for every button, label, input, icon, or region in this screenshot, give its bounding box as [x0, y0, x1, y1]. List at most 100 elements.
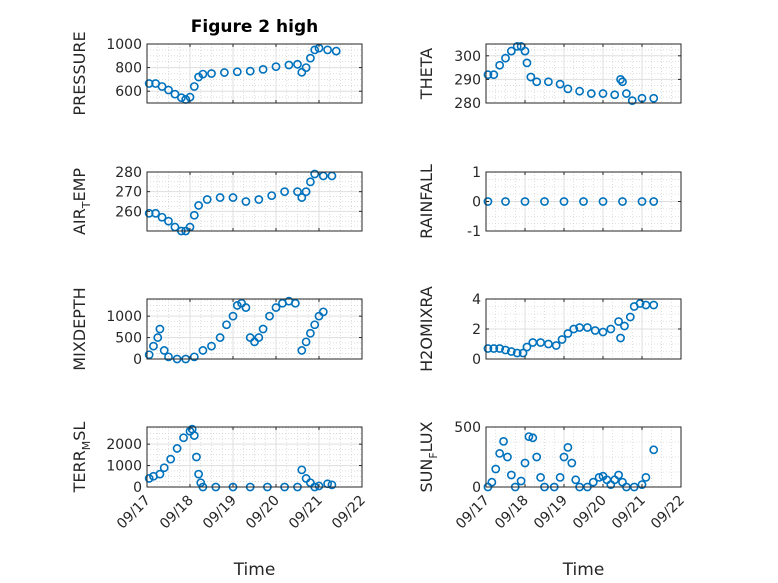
x-tick-label: 09/17: [114, 493, 154, 533]
data-point: [310, 169, 320, 179]
data-point: [254, 195, 264, 204]
data-point: [189, 210, 199, 220]
data-point: [157, 82, 167, 91]
data-point: [518, 348, 528, 358]
chart-title: Figure 2 high: [191, 17, 319, 37]
axes-frame: [485, 426, 682, 488]
data-point: [559, 452, 569, 462]
y-tick-label: 0: [472, 352, 481, 368]
data-point: [153, 333, 163, 342]
data-point: [207, 341, 216, 351]
data-point: [610, 90, 620, 100]
x-tick-label: 09/17: [453, 493, 493, 533]
data-point: [215, 193, 225, 202]
data-point: [544, 77, 553, 87]
data-point: [318, 307, 328, 317]
y-tick-label: 0: [472, 195, 481, 211]
data-point: [557, 335, 567, 344]
data-point: [489, 344, 499, 353]
data-point: [499, 436, 508, 446]
subplot-6: 0 2 4 H2OMIXRA: [417, 286, 682, 372]
data-point: [571, 475, 581, 485]
data-point: [297, 67, 307, 77]
data-point: [202, 195, 212, 204]
data-point: [522, 58, 532, 68]
y-tick-label: 2: [472, 322, 481, 338]
data-point: [293, 187, 302, 197]
minor-grid: [147, 427, 362, 488]
y-tick-label: 1000: [106, 309, 142, 325]
data-point: [501, 345, 510, 355]
data-point: [575, 86, 584, 96]
data-point: [194, 201, 203, 210]
series-markers: [144, 43, 341, 104]
x-axis-label: Time: [233, 560, 276, 580]
data-point: [641, 472, 651, 482]
y-tick-label: 290: [454, 72, 481, 88]
data-point: [228, 311, 238, 321]
subplot-2: 280 290 300 THETA: [417, 41, 682, 112]
data-point: [588, 477, 598, 487]
data-point: [569, 324, 579, 334]
data-point: [563, 329, 573, 338]
data-point: [495, 448, 505, 458]
data-point: [495, 344, 505, 353]
data-point: [290, 298, 300, 308]
data-point: [579, 197, 588, 206]
axes-frame: [146, 43, 363, 104]
data-point: [159, 346, 169, 355]
data-point: [198, 69, 208, 79]
data-point: [194, 469, 203, 479]
minor-grid: [486, 427, 681, 488]
data-point: [196, 478, 206, 488]
data-point: [228, 193, 238, 202]
axes-frame: [146, 298, 363, 360]
data-point: [271, 303, 281, 312]
data-point: [616, 75, 625, 84]
data-point: [305, 53, 315, 63]
data-point: [331, 46, 341, 56]
data-point: [649, 93, 659, 103]
data-point: [520, 197, 530, 206]
data-point: [241, 197, 251, 206]
data-point: [265, 311, 274, 321]
minor-grid: [147, 172, 362, 232]
y-axis-label: TERRMSL: [70, 422, 93, 494]
data-point: [258, 324, 268, 334]
plot-area: [147, 172, 362, 231]
data-point: [164, 85, 173, 95]
data-point: [620, 321, 629, 331]
minor-grid: [147, 44, 362, 104]
series-markers: [483, 432, 659, 492]
data-point: [618, 197, 627, 206]
data-point: [215, 333, 225, 342]
data-point: [159, 463, 169, 473]
data-point: [614, 317, 623, 326]
y-tick-label: 260: [115, 204, 142, 220]
data-point: [506, 46, 516, 56]
data-point: [501, 197, 510, 206]
data-point: [301, 63, 311, 72]
y-tick-label: 0: [133, 352, 142, 368]
data-point: [649, 300, 659, 310]
y-tick-label: 4: [472, 292, 481, 308]
data-point: [637, 197, 647, 206]
data-point: [297, 346, 307, 355]
data-point: [149, 341, 158, 351]
data-point: [310, 45, 320, 55]
y-tick-label: 800: [115, 61, 142, 77]
data-point: [606, 324, 616, 334]
x-ticks: [485, 427, 682, 487]
x-ticks: [485, 172, 682, 231]
data-point: [172, 444, 182, 453]
data-point: [512, 348, 522, 358]
data-point: [301, 337, 311, 347]
data-point: [241, 303, 251, 312]
data-point: [506, 470, 516, 480]
data-point: [164, 216, 173, 226]
data-point: [536, 338, 545, 347]
data-point: [166, 454, 176, 464]
data-point: [301, 187, 311, 197]
data-point: [503, 452, 512, 462]
